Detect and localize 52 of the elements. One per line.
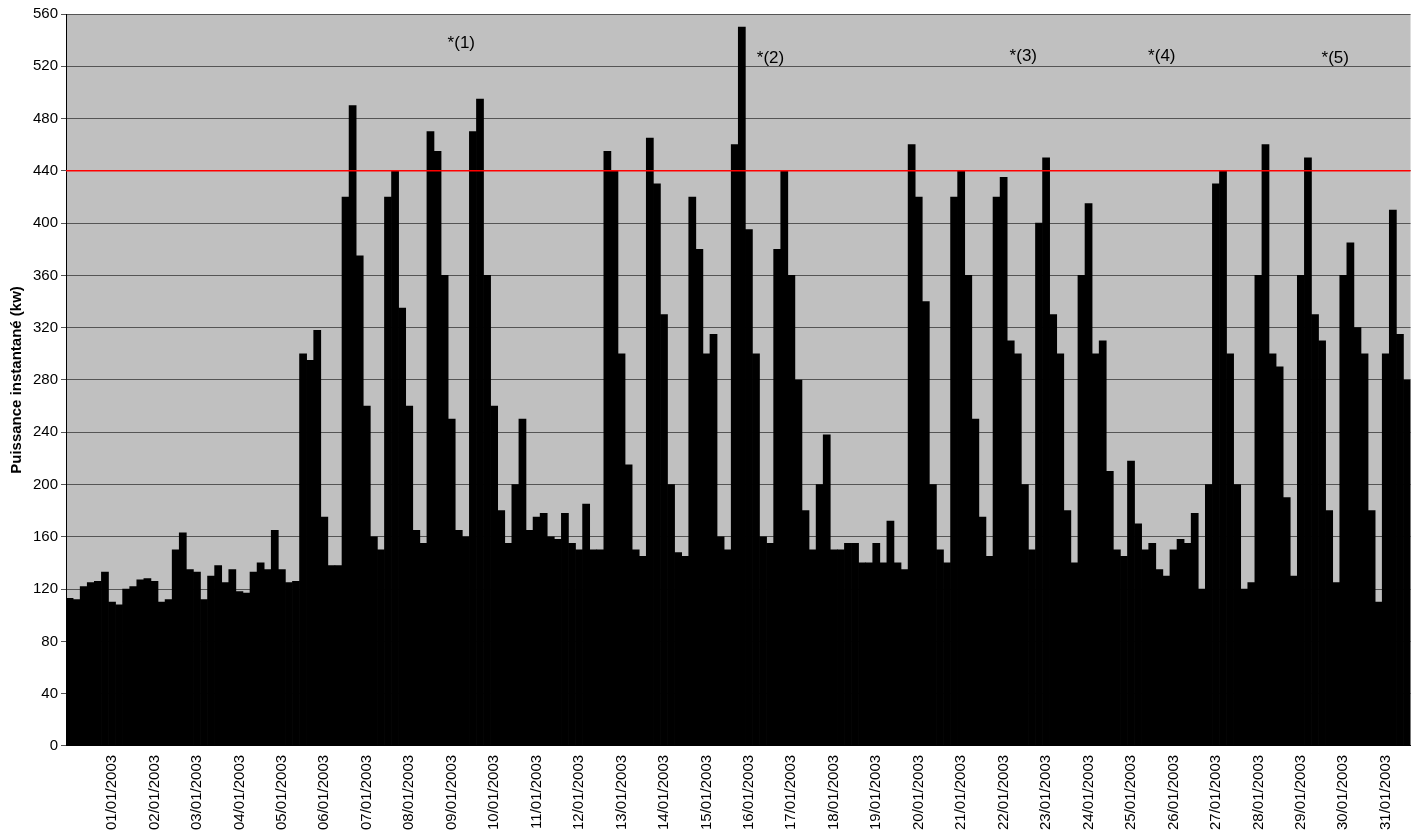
y-tick-label: 160 [33,526,59,544]
x-tick-label: 25/01/2003 [1121,754,1139,830]
y-tick-label: 320 [33,317,59,335]
x-tick-label: 10/01/2003 [484,754,502,830]
x-tick-label: 09/01/2003 [441,754,459,830]
x-tick-label: 20/01/2003 [908,754,926,830]
y-tick-label: 440 [33,160,59,178]
x-tick-label: 23/01/2003 [1036,754,1054,830]
y-tick-label: 480 [33,108,59,126]
annotation: *(1) [447,32,476,52]
x-tick-label: 22/01/2003 [993,754,1011,830]
x-tick-label: 08/01/2003 [399,754,417,830]
y-tick-label: 0 [49,736,59,754]
x-tick-label: 18/01/2003 [823,754,841,830]
x-tick-label: 15/01/2003 [696,754,714,830]
x-tick-label: 14/01/2003 [654,754,672,830]
x-tick-label: 21/01/2003 [951,754,969,830]
annotation: *(3) [1009,46,1038,66]
y-tick-label: 280 [33,370,59,388]
annotation: *(5) [1321,47,1349,67]
y-axis-title: Puissance instantané (kw) [7,286,25,474]
x-tick-label: 31/01/2003 [1375,754,1393,830]
x-tick-label: 07/01/2003 [356,754,374,830]
y-tick-label: 240 [33,422,59,440]
x-tick-label: 17/01/2003 [781,754,799,830]
x-tick-label: 16/01/2003 [739,754,757,830]
y-tick-label: 200 [33,474,59,492]
x-tick-label: 02/01/2003 [144,754,162,830]
y-tick-label: 400 [33,213,59,231]
annotation: *(2) [756,47,785,67]
x-tick-label: 19/01/2003 [866,754,884,830]
annotation: *(4) [1148,46,1176,66]
x-tick-label: 05/01/2003 [272,754,289,830]
y-tick-label: 560 [33,4,59,22]
x-tick-label: 24/01/2003 [1078,754,1096,830]
x-tick-label: 12/01/2003 [569,754,587,830]
x-tick-label: 27/01/2003 [1206,754,1224,830]
y-tick-label: 520 [33,56,59,74]
x-tick-label: 26/01/2003 [1163,754,1181,830]
x-tick-label: 06/01/2003 [314,754,332,830]
x-tick-label: 29/01/2003 [1290,754,1308,830]
x-tick-label: 04/01/2003 [229,754,247,830]
x-tick-label: 30/01/2003 [1333,754,1351,830]
x-tick-label: 28/01/2003 [1248,754,1266,830]
x-tick-label: 03/01/2003 [187,754,205,830]
y-tick-label: 360 [33,265,59,283]
x-tick-label: 11/01/2003 [526,754,544,829]
y-tick-label: 120 [33,579,59,597]
y-tick-label: 80 [41,631,59,649]
x-tick-label: 01/01/2003 [102,754,120,830]
x-tick-label: 13/01/2003 [611,754,629,830]
y-tick-label: 40 [41,683,59,701]
